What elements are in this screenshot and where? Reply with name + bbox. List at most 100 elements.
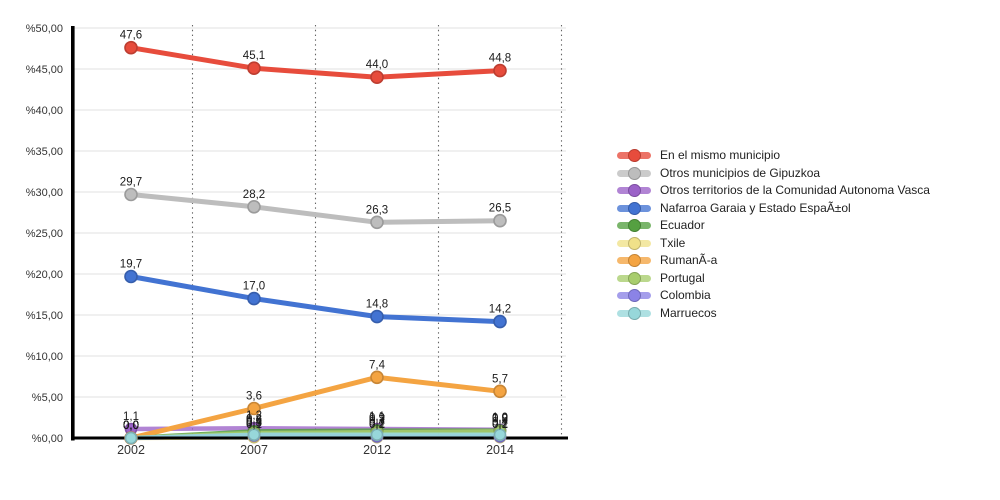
legend-swatch-icon (617, 201, 651, 215)
legend-item: Otros municipios de Gipuzkoa (617, 165, 930, 180)
data-point-marker (124, 431, 138, 445)
legend-item: Txile (617, 235, 930, 250)
y-tick-label: %20,00 (26, 269, 63, 281)
legend-label: Otros municipios de Gipuzkoa (660, 165, 821, 180)
data-point-marker (370, 70, 384, 84)
data-label: 0,9 (369, 413, 385, 425)
data-label: 19,7 (120, 259, 142, 271)
data-label: 0,9 (492, 413, 508, 425)
legend-label: Marruecos (660, 305, 717, 320)
x-tick-label: 2007 (240, 443, 268, 457)
series-line (128, 432, 503, 441)
data-point-marker (493, 314, 507, 329)
data-point-marker (370, 309, 384, 324)
data-label: 0,2 (492, 418, 508, 430)
data-label: 26,3 (366, 204, 388, 216)
legend-label: En el mismo municipio (660, 148, 781, 162)
legend-dot-icon (627, 254, 641, 267)
data-point-marker (247, 401, 261, 416)
legend-dot-icon (627, 219, 641, 232)
data-label: 1,0 (492, 412, 508, 424)
data-point-marker (247, 61, 261, 75)
data-point-marker (124, 187, 138, 202)
line-chart: 47,6 45,1 44,0 44,8 29,7 28,2 26,3 26,5 1,1 1,2 1,… (26, 23, 568, 457)
data-point-marker (493, 63, 507, 78)
data-label: 0,6 (246, 415, 262, 427)
data-label: 14,8 (366, 299, 388, 311)
data-label: 0,7 (369, 414, 385, 426)
legend-label: Ecuador (660, 218, 705, 232)
data-point-marker (493, 428, 507, 442)
data-point-marker (493, 213, 507, 228)
legend-swatch-icon (617, 149, 651, 162)
data-point-marker (124, 269, 138, 284)
data-label: 0,0 (123, 420, 139, 432)
data-point-marker (370, 215, 384, 230)
data-label: 0,4 (492, 417, 509, 429)
x-tick-label: 2014 (486, 443, 514, 457)
data-label: 0,1 (492, 419, 508, 431)
data-label: 3,6 (246, 391, 262, 403)
x-tick-label: 2012 (363, 443, 391, 457)
data-label: 0,0 (123, 420, 139, 432)
legend-item: En el mismo municipio (617, 149, 930, 162)
data-label: 0,2 (369, 418, 385, 430)
data-label: 0,3 (246, 418, 262, 430)
data-label: 0,8 (492, 413, 508, 425)
legend: En el mismo municipio Otros municipios de… (617, 149, 930, 320)
legend-swatch-icon (617, 219, 651, 232)
data-label: 0,0 (123, 420, 139, 432)
y-tick-label: %25,00 (26, 228, 63, 240)
series-line (128, 274, 503, 325)
legend-item: Nafarroa Garaia y Estado EspaÃ±ol (617, 201, 930, 215)
data-point-marker (247, 200, 261, 214)
legend-label: Portugal (660, 270, 705, 285)
legend-dot-icon (627, 201, 641, 215)
legend-item: Ecuador (617, 219, 930, 232)
data-label: 0,1 (246, 419, 262, 431)
legend-item: Marruecos (617, 305, 930, 320)
legend-label: Colombia (660, 288, 711, 302)
legend-dot-icon (627, 184, 641, 197)
y-axis (71, 26, 75, 441)
data-point-marker (247, 291, 261, 306)
legend-label: Txile (660, 235, 686, 250)
legend-dot-icon (627, 236, 641, 250)
legend-label: RumanÃ-a (660, 253, 718, 267)
y-tick-label: %15,00 (26, 310, 63, 322)
data-label: 0,4 (369, 417, 386, 429)
data-label: 1,1 (123, 411, 139, 423)
legend-swatch-icon (617, 166, 651, 180)
data-label: 7,4 (369, 359, 386, 371)
y-tick-label: %5,00 (32, 392, 63, 404)
data-label: 47,6 (120, 30, 142, 42)
data-label: 0,0 (123, 420, 139, 432)
legend-swatch-icon (617, 236, 651, 250)
legend-item: Portugal (617, 270, 930, 285)
data-label: 0,1 (369, 419, 385, 431)
data-point-marker (247, 428, 261, 442)
data-point-marker (370, 370, 384, 385)
x-axis (71, 436, 568, 440)
y-tick-label: %45,00 (26, 64, 63, 76)
data-label: 0,4 (246, 417, 263, 429)
data-label: 1,2 (246, 410, 262, 422)
legend-item: Colombia (617, 289, 930, 302)
data-label: 44,8 (489, 53, 511, 65)
y-tick-label: %10,00 (26, 351, 63, 363)
x-tick-label: 2002 (117, 443, 145, 457)
legend-swatch-icon (617, 254, 651, 267)
series-line (128, 192, 503, 225)
y-tick-label: %40,00 (26, 105, 63, 117)
legend-item: RumanÃ-a (617, 254, 930, 267)
data-point-marker (493, 384, 507, 399)
legend-dot-icon (627, 149, 641, 162)
data-label: 29,7 (120, 177, 142, 189)
y-tick-label: %30,00 (26, 187, 63, 199)
series-line (128, 45, 503, 80)
legend-swatch-icon (617, 184, 651, 197)
legend-item: Otros territorios de la Comunidad Autono… (617, 184, 930, 197)
data-label: 28,2 (243, 189, 265, 201)
legend-dot-icon (627, 271, 641, 285)
data-point-marker (370, 428, 384, 442)
